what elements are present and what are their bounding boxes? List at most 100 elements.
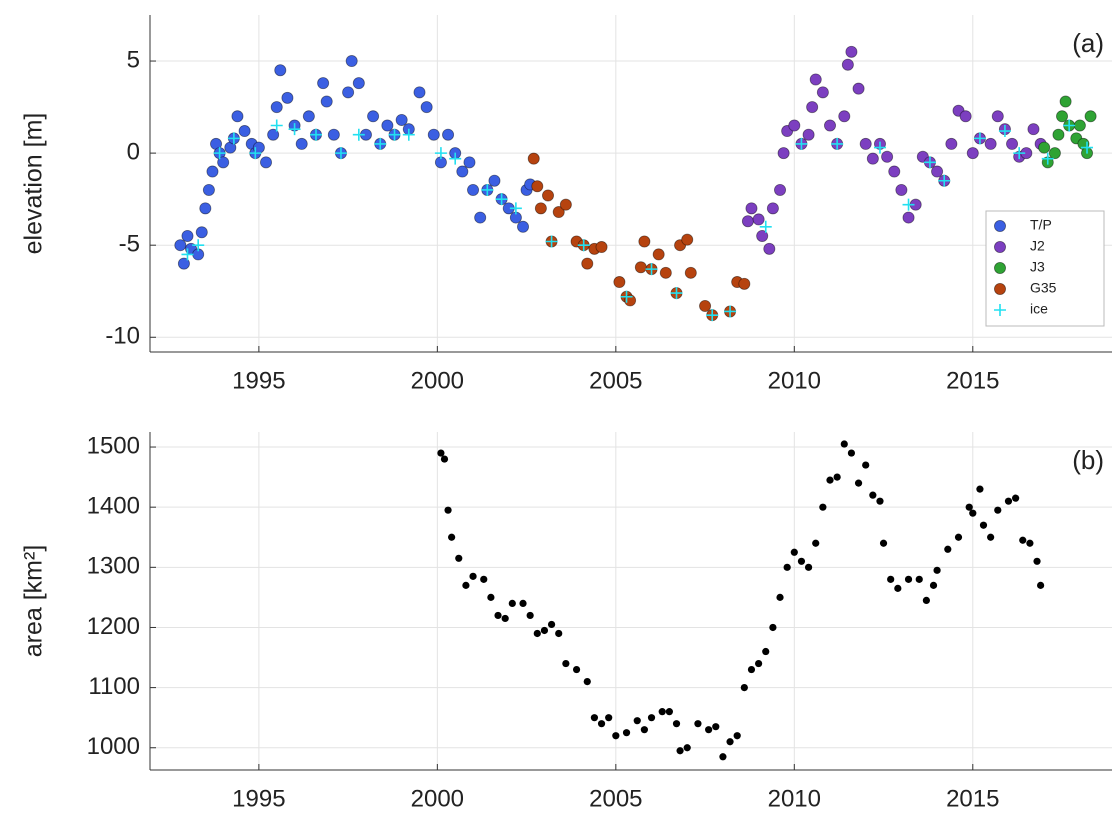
point <box>177 257 190 270</box>
point <box>733 732 741 740</box>
point <box>281 91 294 104</box>
point <box>665 708 673 716</box>
point <box>345 55 358 68</box>
legend-marker <box>994 282 1007 295</box>
point <box>783 563 791 571</box>
point <box>902 198 915 211</box>
point <box>181 229 194 242</box>
point <box>769 623 777 632</box>
legend-box <box>985 210 1105 327</box>
y-tick-label: 1500 <box>87 432 140 459</box>
point <box>481 183 494 196</box>
point <box>847 449 856 457</box>
point <box>969 509 977 517</box>
series <box>741 45 1047 255</box>
panel-label: (b) <box>1072 445 1104 475</box>
point <box>388 128 401 141</box>
point <box>427 128 440 141</box>
point <box>352 128 365 141</box>
point <box>824 119 837 132</box>
point <box>267 128 280 141</box>
point <box>944 545 952 553</box>
point <box>991 110 1004 123</box>
point <box>1012 494 1020 502</box>
point <box>1013 147 1026 160</box>
point <box>945 137 958 150</box>
point <box>862 461 870 469</box>
point <box>672 720 681 728</box>
y-tick-label: 1200 <box>87 613 140 640</box>
legend-label: T/P <box>1030 217 1052 233</box>
point <box>994 506 1002 514</box>
point <box>816 86 829 99</box>
series <box>181 119 1094 322</box>
point <box>1059 95 1072 108</box>
point <box>895 183 908 196</box>
point <box>434 147 447 160</box>
point <box>442 128 455 141</box>
point <box>647 714 656 722</box>
point <box>902 211 915 224</box>
x-tick-label: 2015 <box>946 367 999 394</box>
legend-marker <box>994 261 1007 274</box>
point <box>1033 557 1041 565</box>
point <box>904 575 913 583</box>
point <box>1084 110 1097 123</box>
point <box>577 239 590 252</box>
point <box>719 753 727 761</box>
point <box>480 575 488 583</box>
y-tick-label: -5 <box>119 231 140 258</box>
point <box>213 147 226 160</box>
point <box>494 611 502 620</box>
panel: 1995 2000 2005 2010 2015 1000 1100 1200 1300 1400… <box>20 432 1112 812</box>
point <box>633 717 641 725</box>
legend-label: G35 <box>1030 280 1057 296</box>
point <box>954 533 963 541</box>
point <box>174 239 187 252</box>
point <box>802 128 815 141</box>
point <box>448 533 456 541</box>
legend-marker <box>994 240 1007 253</box>
x-tick-label: 2015 <box>946 785 999 812</box>
point <box>774 183 787 196</box>
point <box>809 73 822 86</box>
point <box>745 202 758 215</box>
point <box>638 235 651 248</box>
point <box>965 503 973 511</box>
point <box>873 141 886 154</box>
point <box>998 125 1011 138</box>
point <box>923 156 936 169</box>
point <box>342 86 355 99</box>
point <box>640 726 648 734</box>
point <box>684 266 697 279</box>
point <box>519 599 527 608</box>
point <box>683 744 691 752</box>
point <box>547 620 556 629</box>
y-axis-label: elevation [m] <box>20 113 48 255</box>
point <box>1038 141 1051 154</box>
point <box>605 714 613 722</box>
point <box>1052 128 1065 141</box>
point <box>976 485 984 493</box>
point <box>706 309 719 322</box>
point <box>979 521 988 529</box>
point <box>320 95 333 108</box>
point <box>777 147 790 160</box>
point <box>1006 137 1019 150</box>
point <box>838 110 851 123</box>
point <box>726 738 734 746</box>
point <box>763 242 776 255</box>
point <box>583 677 591 686</box>
legend-label: ice <box>1030 301 1048 317</box>
point <box>327 128 340 141</box>
point <box>402 128 415 141</box>
point <box>984 137 997 150</box>
point <box>612 732 620 740</box>
point <box>659 266 672 279</box>
point <box>755 659 763 668</box>
point <box>1063 119 1076 132</box>
point <box>274 64 287 77</box>
point <box>540 626 549 635</box>
point <box>440 455 449 463</box>
